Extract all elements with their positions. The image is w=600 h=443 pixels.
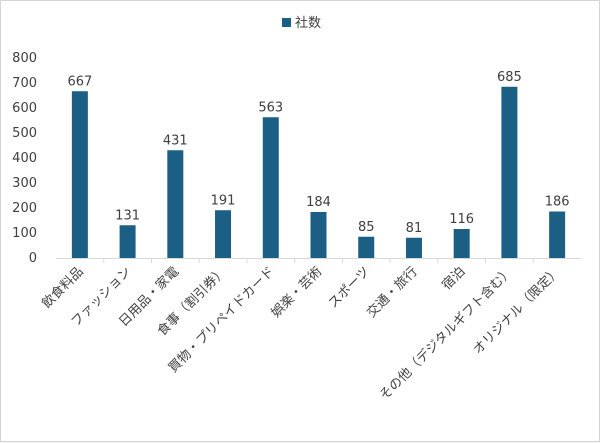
y-tick-label: 600 — [12, 101, 37, 116]
y-axis: 0 100 200 300 400 500 600 700 800 — [12, 51, 37, 266]
data-label: 191 — [211, 193, 236, 208]
y-tick-label: 300 — [12, 176, 37, 191]
bar — [119, 225, 136, 258]
y-tick-label: 700 — [12, 76, 37, 91]
data-label: 81 — [406, 221, 423, 236]
x-axis: 飲食料品ファッション日用品・家電食事（割引券）買物・プリペイドカード娯楽・芸術ス… — [39, 258, 581, 403]
y-tick-label: 500 — [12, 126, 37, 141]
bar — [215, 210, 232, 258]
data-label: 116 — [449, 212, 474, 227]
data-label: 563 — [258, 100, 283, 115]
y-tick-label: 800 — [12, 51, 37, 66]
bar — [501, 86, 518, 258]
bar — [71, 91, 88, 258]
y-tick-label: 200 — [12, 201, 37, 216]
legend-swatch — [282, 18, 291, 27]
data-label: 685 — [497, 70, 522, 85]
category-label: 飲食料品 — [39, 264, 87, 312]
category-label: スポーツ — [326, 264, 373, 311]
data-labels: 667 131 431 191 563 184 85 81 116 685 186 — [67, 70, 569, 236]
category-label: 娯楽・芸術 — [268, 264, 325, 321]
category-label: オリジナル（限定） — [471, 264, 564, 357]
data-label: 184 — [306, 195, 331, 210]
bar — [453, 229, 470, 258]
bar — [405, 237, 422, 258]
y-tick-label: 400 — [12, 151, 37, 166]
legend: 社数 — [282, 15, 321, 31]
category-label: 宿泊 — [439, 264, 469, 294]
data-label: 85 — [358, 220, 375, 235]
bar — [262, 117, 279, 258]
bar — [310, 212, 327, 258]
y-tick-label: 100 — [12, 226, 37, 241]
category-label: 交通・旅行 — [363, 264, 420, 321]
y-tick-label: 0 — [29, 251, 37, 266]
data-label: 186 — [545, 195, 570, 210]
bar — [358, 236, 375, 258]
legend-label: 社数 — [295, 15, 321, 31]
bar — [549, 211, 566, 258]
data-label: 667 — [67, 74, 92, 89]
bars — [71, 86, 566, 258]
data-label: 131 — [115, 208, 140, 223]
data-label: 431 — [163, 133, 188, 148]
bar — [167, 150, 184, 258]
